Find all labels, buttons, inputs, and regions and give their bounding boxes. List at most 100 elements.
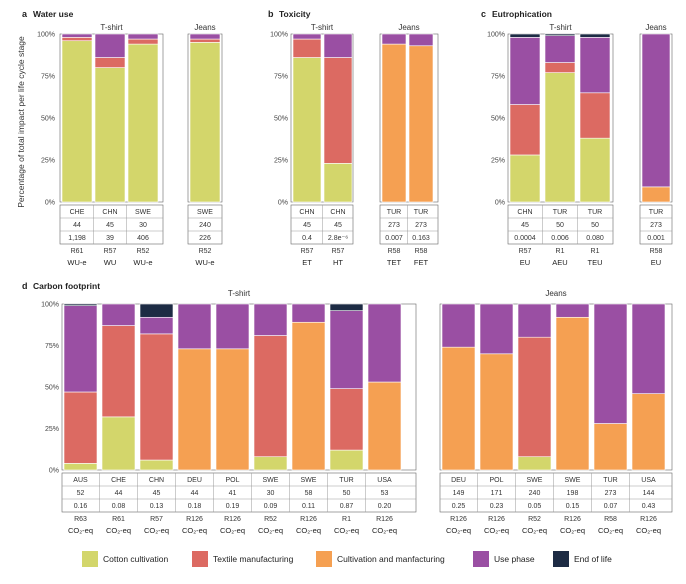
group-label: Jeans: [194, 23, 215, 32]
bar-segment-textile: [127, 38, 159, 45]
bar-label: CO₂-eq: [372, 526, 397, 535]
bar-country: USA: [641, 477, 656, 484]
bar-value: 0.11: [302, 503, 315, 510]
legend-label-cotton: Cotton cultivation: [103, 554, 168, 564]
bar-country: USA: [377, 477, 392, 484]
bar-segment-cultivation: [441, 346, 476, 471]
legend-swatch-eol: [553, 551, 569, 567]
bar-segment-use: [127, 33, 159, 40]
bar-segment-use: [61, 33, 93, 38]
bar-n: 44: [191, 490, 199, 497]
bar-segment-cotton: [292, 57, 322, 203]
bar-ref: R52: [264, 516, 277, 523]
bar-segment-eol: [579, 33, 611, 38]
bar-segment-cotton: [509, 154, 541, 203]
bar-segment-use: [177, 303, 212, 350]
bar-country: DEU: [451, 477, 466, 484]
y-axis-label: Percentage of total impact per life cycl…: [16, 36, 26, 208]
bar-segment-use: [509, 37, 541, 105]
bar-ref: R58: [650, 248, 663, 255]
bar-segment-cotton: [94, 67, 126, 203]
bar-segment-use: [94, 33, 126, 58]
bar-segment-use: [329, 310, 364, 389]
bar-label: CO₂-eq: [106, 526, 131, 535]
bar-label: CO₂-eq: [560, 526, 585, 535]
bar-segment-cultivation: [408, 45, 434, 203]
bar-segment-use: [631, 303, 666, 394]
bar-segment-textile: [292, 38, 322, 58]
bar-segment-cultivation: [177, 348, 212, 471]
panel-letter: a: [22, 9, 28, 19]
y-tick-label: 75%: [491, 74, 505, 81]
table-frame: [439, 472, 673, 513]
bar-ref: R126: [564, 516, 581, 523]
bar-value: 0.08: [112, 503, 126, 510]
bar-country: POL: [489, 477, 503, 484]
bar-value: 0.23: [490, 503, 504, 510]
y-tick-label: 100%: [41, 302, 59, 309]
bar-segment-use: [555, 303, 590, 318]
bar-country: SWE: [263, 477, 279, 484]
bar-ref: R57: [332, 248, 345, 255]
bar-ref: R61: [112, 516, 125, 523]
bar-value: 0.16: [74, 503, 88, 510]
bar-segment-use: [367, 303, 402, 383]
bar-value: 0.05: [528, 503, 542, 510]
bar-ref: R126: [640, 516, 657, 523]
bar-segment-use: [381, 33, 407, 45]
bar-segment-use: [517, 303, 552, 338]
bar-segment-textile: [517, 336, 552, 458]
bar-segment-use: [291, 303, 326, 323]
table-frame: [507, 204, 614, 245]
bar-country: TUR: [339, 477, 353, 484]
legend-label-eol: End of life: [574, 554, 612, 564]
bar-ref: R52: [528, 516, 541, 523]
bar-country: TUR: [588, 209, 602, 216]
bar-label: WU: [104, 258, 117, 267]
table-frame: [639, 204, 673, 245]
bar-segment-textile: [253, 335, 288, 458]
bar-n: 53: [381, 490, 389, 497]
bar-segment-cotton: [139, 459, 174, 471]
bar-label: ET: [302, 258, 312, 267]
group-label: Jeans: [645, 23, 666, 32]
legend-swatch-use: [473, 551, 489, 567]
bar-segment-cotton: [127, 43, 159, 203]
bar-ref: R52: [137, 248, 150, 255]
bar-segment-cotton: [323, 163, 353, 203]
bar-ref: R1: [556, 248, 565, 255]
bar-ref: R126: [450, 516, 467, 523]
bar-segment-use: [544, 35, 576, 63]
y-tick-label: 0%: [278, 200, 288, 207]
legend-swatch-cultivation: [316, 551, 332, 567]
bar-label: EU: [520, 258, 530, 267]
bar-n: 44: [115, 490, 123, 497]
bar-segment-eol: [329, 303, 364, 311]
bar-segment-cultivation: [381, 43, 407, 203]
bar-country: CHN: [299, 209, 314, 216]
bar-ref: R1: [591, 248, 600, 255]
bar-country: POL: [225, 477, 239, 484]
panel-title: Toxicity: [279, 9, 311, 19]
bar-country: CHN: [149, 477, 164, 484]
bar-country: SWE: [135, 209, 151, 216]
bar-n: 273: [388, 222, 400, 229]
bar-n: 41: [229, 490, 237, 497]
bar-segment-textile: [61, 37, 93, 42]
bar-segment-use: [139, 316, 174, 335]
y-tick-label: 25%: [41, 158, 55, 165]
bar-segment-use: [441, 303, 476, 348]
bar-country: AUS: [73, 477, 88, 484]
panel-title: Water use: [33, 9, 74, 19]
bar-n: 45: [106, 222, 114, 229]
bar-n: 45: [334, 222, 342, 229]
bar-label: CO₂-eq: [446, 526, 471, 535]
bar-segment-textile: [544, 62, 576, 73]
bar-segment-textile: [329, 388, 364, 451]
bar-segment-textile: [94, 57, 126, 68]
bar-value: 0.13: [150, 503, 164, 510]
bar-n: 52: [77, 490, 85, 497]
bar-n: 45: [303, 222, 311, 229]
bar-ref: R58: [604, 516, 617, 523]
bar-segment-use: [408, 33, 434, 47]
